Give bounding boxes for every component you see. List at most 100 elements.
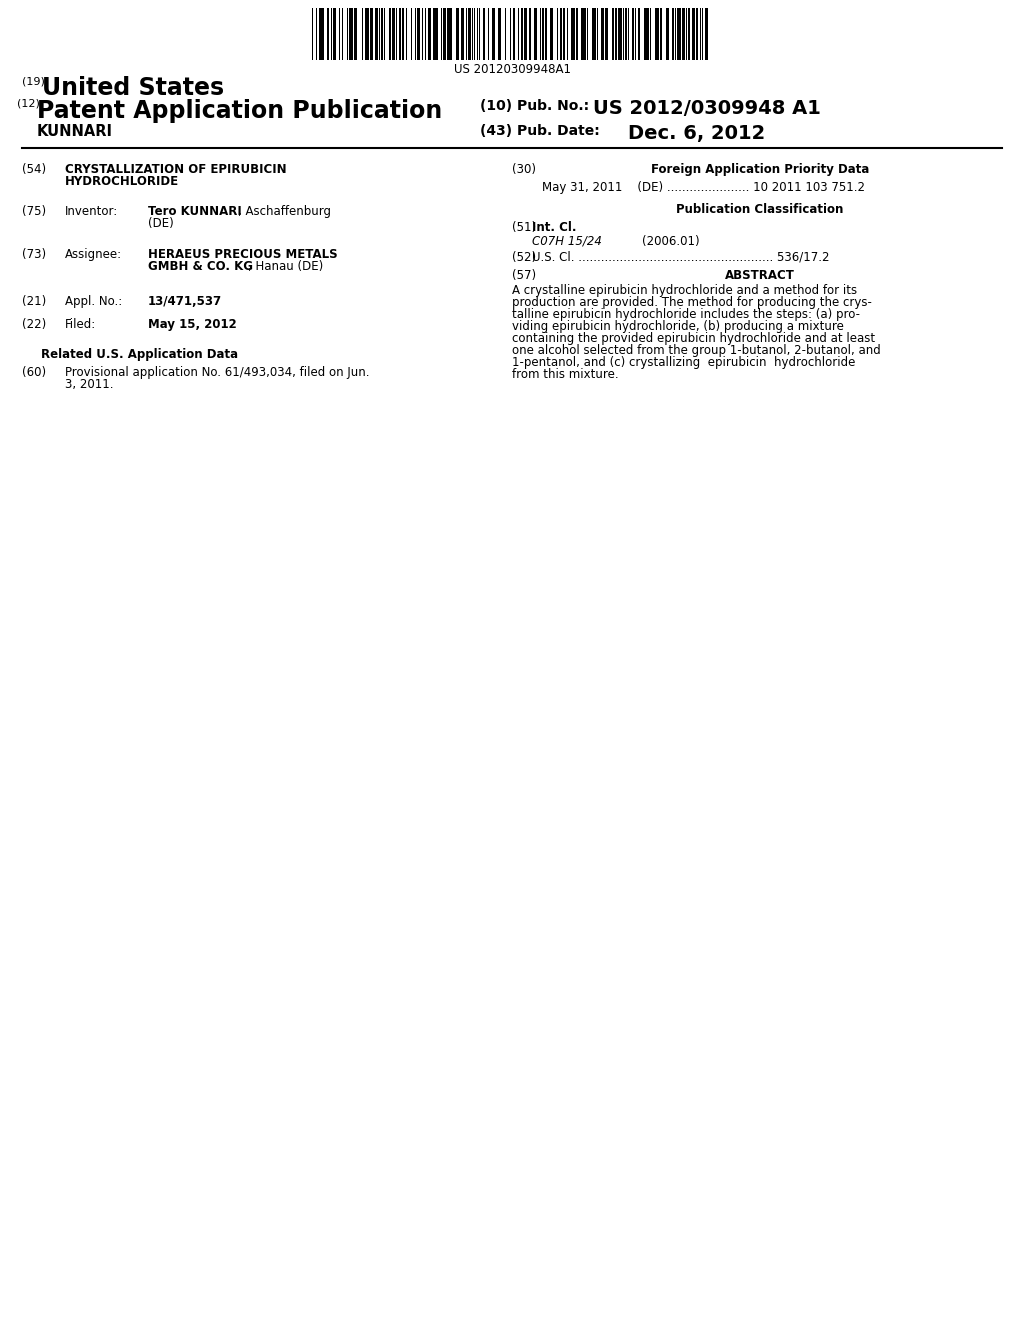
Text: (22): (22): [22, 318, 46, 331]
Bar: [339, 8, 341, 59]
Text: viding epirubicin hydrochloride, (b) producing a mixture: viding epirubicin hydrochloride, (b) pro…: [512, 319, 844, 333]
Text: one alcohol selected from the group 1-butanol, 2-butanol, and: one alcohol selected from the group 1-bu…: [512, 345, 881, 356]
Bar: [417, 8, 420, 59]
Bar: [428, 8, 431, 59]
Bar: [513, 8, 515, 59]
Bar: [319, 8, 325, 59]
Text: Publication Classification: Publication Classification: [676, 203, 844, 216]
Text: (57): (57): [512, 269, 537, 282]
Bar: [398, 8, 401, 59]
Text: HERAEUS PRECIOUS METALS: HERAEUS PRECIOUS METALS: [148, 248, 338, 261]
Bar: [570, 8, 574, 59]
Text: (43) Pub. Date:: (43) Pub. Date:: [480, 124, 600, 139]
Text: (54): (54): [22, 162, 46, 176]
Bar: [592, 8, 596, 59]
Bar: [327, 8, 330, 59]
Bar: [366, 8, 369, 59]
Text: Assignee:: Assignee:: [65, 248, 122, 261]
Text: (52): (52): [512, 251, 537, 264]
Text: Patent Application Publication: Patent Application Publication: [37, 99, 442, 123]
Text: , Aschaffenburg: , Aschaffenburg: [238, 205, 331, 218]
Bar: [468, 8, 470, 59]
Bar: [650, 8, 651, 59]
Bar: [402, 8, 403, 59]
Text: 3, 2011.: 3, 2011.: [65, 378, 114, 391]
Text: US 20120309948A1: US 20120309948A1: [454, 63, 570, 77]
Text: US 2012/0309948 A1: US 2012/0309948 A1: [593, 99, 821, 117]
Bar: [688, 8, 690, 59]
Bar: [702, 8, 703, 59]
Text: 1-pentanol, and (c) crystallizing  epirubicin  hydrochloride: 1-pentanol, and (c) crystallizing epirub…: [512, 356, 855, 370]
Bar: [498, 8, 502, 59]
Bar: [581, 8, 586, 59]
Bar: [587, 8, 588, 59]
Bar: [384, 8, 385, 59]
Text: from this mixture.: from this mixture.: [512, 368, 618, 381]
Bar: [505, 8, 507, 59]
Bar: [677, 8, 681, 59]
Bar: [354, 8, 356, 59]
Text: production are provided. The method for producing the crys-: production are provided. The method for …: [512, 296, 871, 309]
Text: May 31, 2011    (DE) ...................... 10 2011 103 751.2: May 31, 2011 (DE) ......................…: [542, 181, 865, 194]
Bar: [644, 8, 649, 59]
Bar: [381, 8, 383, 59]
Text: (19): (19): [22, 77, 45, 86]
Bar: [605, 8, 608, 59]
Text: Foreign Application Priority Data: Foreign Application Priority Data: [651, 162, 869, 176]
Bar: [466, 8, 467, 59]
Bar: [477, 8, 478, 59]
Text: U.S. Cl. .................................................... 536/17.2: U.S. Cl. ...............................…: [532, 251, 829, 264]
Bar: [540, 8, 541, 59]
Bar: [675, 8, 676, 59]
Text: containing the provided epirubicin hydrochloride and at least: containing the provided epirubicin hydro…: [512, 333, 876, 345]
Text: Appl. No.:: Appl. No.:: [65, 294, 122, 308]
Text: (12): (12): [17, 99, 40, 110]
Bar: [461, 8, 464, 59]
Text: (2006.01): (2006.01): [642, 235, 699, 248]
Bar: [705, 8, 709, 59]
Text: 13/471,537: 13/471,537: [148, 294, 222, 308]
Bar: [550, 8, 554, 59]
Text: C07H 15/24: C07H 15/24: [532, 235, 602, 248]
Bar: [521, 8, 522, 59]
Bar: [638, 8, 640, 59]
Bar: [632, 8, 634, 59]
Bar: [696, 8, 698, 59]
Bar: [447, 8, 452, 59]
Bar: [528, 8, 531, 59]
Text: GMBH & CO. KG: GMBH & CO. KG: [148, 260, 253, 273]
Bar: [615, 8, 616, 59]
Bar: [389, 8, 391, 59]
Bar: [667, 8, 669, 59]
Bar: [425, 8, 426, 59]
Bar: [543, 8, 544, 59]
Bar: [312, 8, 313, 59]
Bar: [611, 8, 614, 59]
Bar: [474, 8, 475, 59]
Text: Dec. 6, 2012: Dec. 6, 2012: [628, 124, 765, 143]
Bar: [411, 8, 413, 59]
Bar: [623, 8, 624, 59]
Bar: [660, 8, 663, 59]
Text: (75): (75): [22, 205, 46, 218]
Bar: [563, 8, 564, 59]
Bar: [483, 8, 485, 59]
Bar: [692, 8, 694, 59]
Bar: [315, 8, 317, 59]
Bar: [456, 8, 460, 59]
Bar: [379, 8, 380, 59]
Text: (30): (30): [512, 162, 536, 176]
Bar: [557, 8, 558, 59]
Bar: [392, 8, 395, 59]
Bar: [492, 8, 496, 59]
Bar: [415, 8, 416, 59]
Text: Tero KUNNARI: Tero KUNNARI: [148, 205, 242, 218]
Text: HYDROCHLORIDE: HYDROCHLORIDE: [65, 176, 179, 187]
Text: Filed:: Filed:: [65, 318, 96, 331]
Text: Int. Cl.: Int. Cl.: [532, 220, 577, 234]
Bar: [534, 8, 538, 59]
Bar: [628, 8, 629, 59]
Bar: [523, 8, 527, 59]
Bar: [626, 8, 627, 59]
Bar: [600, 8, 604, 59]
